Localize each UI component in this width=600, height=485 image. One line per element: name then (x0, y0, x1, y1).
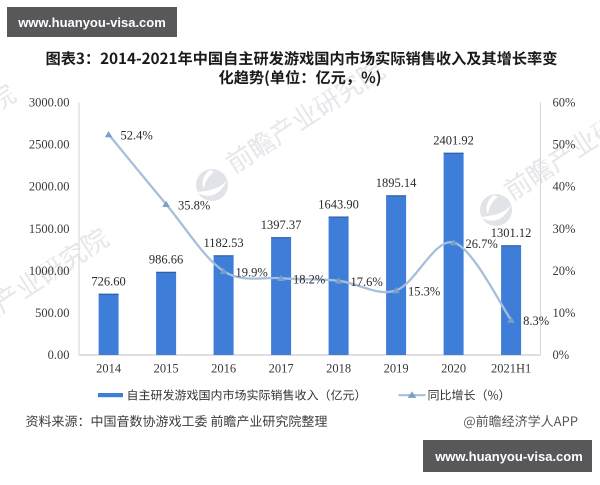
svg-text:986.66: 986.66 (149, 253, 183, 267)
svg-text:2020: 2020 (441, 362, 466, 376)
svg-text:2019: 2019 (384, 362, 409, 376)
svg-text:1182.53: 1182.53 (204, 236, 244, 250)
svg-text:60%: 60% (553, 96, 576, 110)
svg-text:18.2%: 18.2% (293, 273, 325, 287)
svg-text:1895.14: 1895.14 (376, 176, 417, 190)
svg-text:0.00: 0.00 (48, 348, 70, 362)
svg-text:3000.00: 3000.00 (29, 96, 70, 110)
svg-text:2015: 2015 (154, 362, 179, 376)
svg-text:www.huanyou-visa.com: www.huanyou-visa.com (17, 15, 166, 30)
svg-text:500.00: 500.00 (35, 306, 69, 320)
svg-text:www.huanyou-visa.com: www.huanyou-visa.com (434, 449, 583, 464)
svg-text:40%: 40% (553, 180, 576, 194)
svg-text:2021H1: 2021H1 (491, 362, 531, 376)
svg-text:1397.37: 1397.37 (261, 218, 302, 232)
svg-text:2016: 2016 (211, 362, 236, 376)
svg-text:17.6%: 17.6% (350, 275, 382, 289)
svg-text:2500.00: 2500.00 (29, 138, 70, 152)
svg-text:52.4%: 52.4% (120, 129, 152, 143)
svg-text:1301.12: 1301.12 (491, 226, 532, 240)
svg-text:15.3%: 15.3% (408, 285, 440, 299)
svg-text:2017: 2017 (269, 362, 294, 376)
svg-text:20%: 20% (553, 264, 576, 278)
svg-text:50%: 50% (553, 138, 576, 152)
svg-text:1500.00: 1500.00 (29, 222, 70, 236)
svg-text:2000.00: 2000.00 (29, 180, 70, 194)
svg-text:10%: 10% (553, 306, 576, 320)
svg-text:35.8%: 35.8% (178, 199, 210, 213)
svg-text:26.7%: 26.7% (465, 237, 497, 251)
svg-text:2014: 2014 (96, 362, 122, 376)
svg-text:8.3%: 8.3% (523, 314, 549, 328)
svg-text:726.60: 726.60 (91, 275, 125, 289)
svg-text:0%: 0% (553, 348, 570, 362)
svg-text:19.9%: 19.9% (235, 265, 267, 279)
svg-text:1643.90: 1643.90 (318, 197, 359, 211)
svg-text:30%: 30% (553, 222, 576, 236)
svg-text:2018: 2018 (326, 362, 351, 376)
svg-text:2401.92: 2401.92 (433, 134, 474, 148)
svg-text:1000.00: 1000.00 (29, 264, 70, 278)
